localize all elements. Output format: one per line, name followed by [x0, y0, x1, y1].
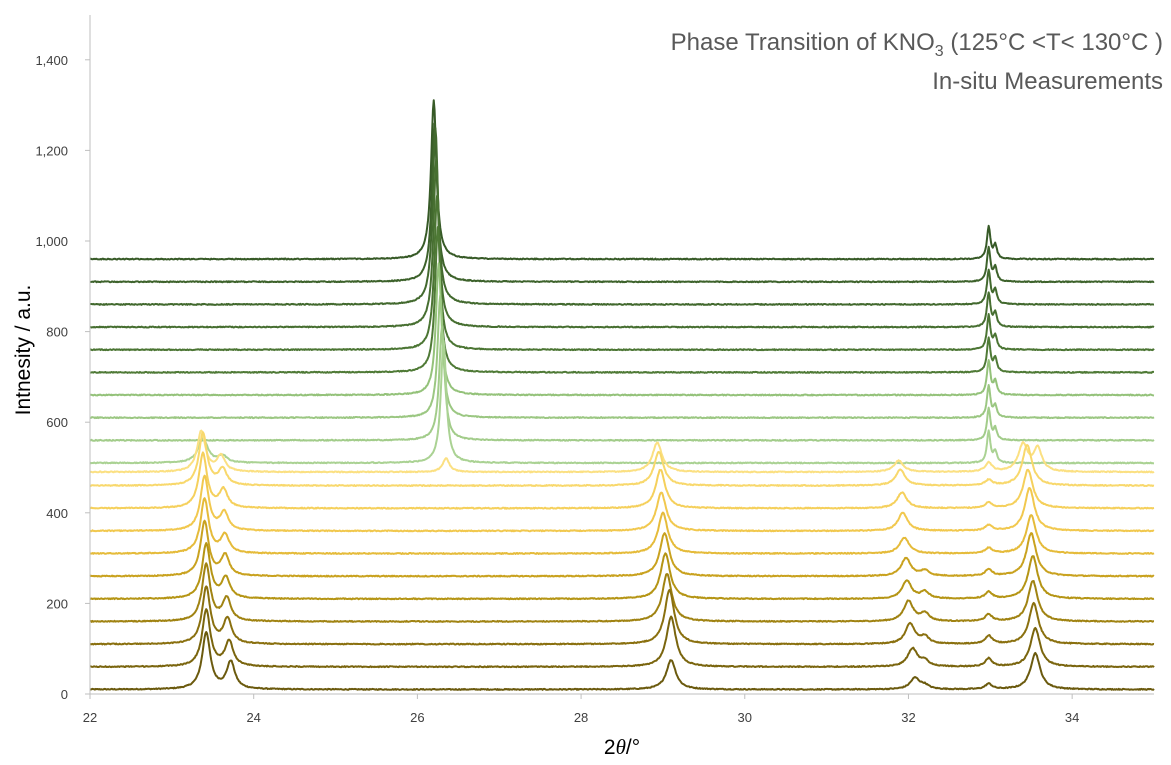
series-line — [89, 631, 1155, 691]
x-label-suffix: /° — [626, 736, 640, 759]
series-line — [89, 127, 1155, 306]
series-line — [89, 608, 1155, 669]
chart-title-subscript: 3 — [935, 43, 944, 60]
series-line — [89, 339, 1155, 465]
y-tick-label: 200 — [46, 596, 68, 611]
y-ticks-group: 0 200 400 600 800 1,000 1,200 1,400 — [35, 53, 90, 702]
chart-title-line2: In-situ Measurements — [932, 68, 1163, 95]
x-tick-label: 32 — [901, 710, 915, 725]
y-tick-label: 400 — [46, 506, 68, 521]
series-line — [89, 431, 1155, 488]
series-line — [89, 194, 1155, 352]
chart-title-main: Phase Transition of KNO — [671, 29, 935, 56]
y-tick-label: 800 — [46, 325, 68, 340]
series-line — [89, 226, 1155, 374]
chart-title-tail: (125°C <T< 130°C ) — [944, 29, 1163, 56]
x-axis-label: 2θ/° — [604, 735, 640, 759]
y-tick-label: 0 — [61, 687, 68, 702]
x-label-prefix: 2 — [604, 736, 616, 759]
y-tick-label: 1,400 — [35, 53, 68, 68]
series-line — [89, 519, 1155, 578]
x-tick-label: 26 — [410, 710, 424, 725]
series-line — [89, 326, 1155, 442]
series-line — [89, 429, 1155, 474]
x-ticks-group: 22 24 26 28 30 32 34 — [83, 694, 1079, 725]
y-axis-label: Intnesity / a.u. — [12, 285, 35, 416]
x-tick-label: 34 — [1065, 710, 1079, 725]
x-tick-label: 24 — [246, 710, 260, 725]
y-tick-label: 1,000 — [35, 234, 68, 249]
y-tick-label: 600 — [46, 415, 68, 430]
series-line — [89, 474, 1155, 533]
series-line — [89, 585, 1155, 646]
x-tick-label: 30 — [738, 710, 752, 725]
chart-title-line1: Phase Transition of KNO3 (125°C <T< 130°… — [671, 29, 1163, 60]
series-line — [89, 99, 1155, 261]
series-line — [89, 294, 1155, 420]
series-line — [89, 451, 1155, 510]
y-tick-label: 1,200 — [35, 143, 68, 158]
x-tick-label: 22 — [83, 710, 97, 725]
series-line — [89, 157, 1155, 329]
series-group — [89, 99, 1155, 691]
series-line — [89, 542, 1155, 601]
series-line — [89, 562, 1155, 623]
series-line — [89, 262, 1155, 397]
x-tick-label: 28 — [574, 710, 588, 725]
series-line — [89, 497, 1155, 555]
series-line — [89, 122, 1155, 284]
x-label-theta: θ — [616, 735, 626, 759]
